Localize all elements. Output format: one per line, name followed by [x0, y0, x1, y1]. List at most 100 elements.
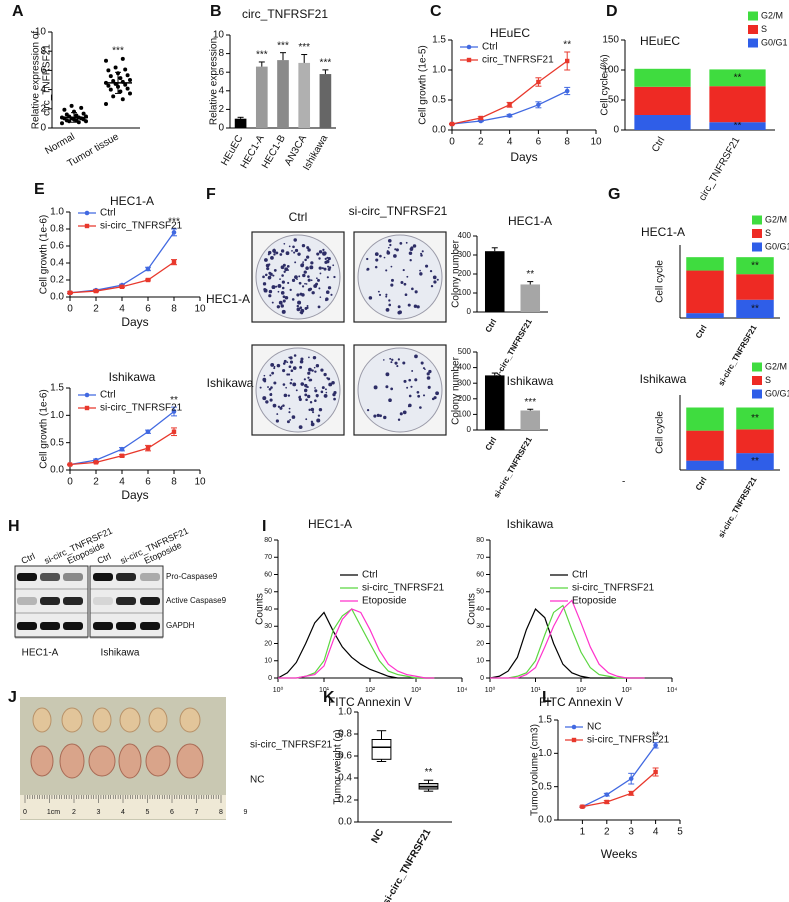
- colony: [287, 281, 290, 285]
- colony: [379, 254, 382, 258]
- marker: [145, 429, 151, 435]
- box: [371, 739, 392, 760]
- legend-label: NC: [587, 722, 601, 733]
- colony: [333, 391, 337, 395]
- colony: [265, 400, 269, 404]
- colony: [390, 265, 393, 268]
- y-tick-label: 0.2: [50, 275, 64, 286]
- x-axis-label: FITC Annexin V: [539, 695, 623, 709]
- colony: [397, 310, 402, 315]
- colony: [390, 278, 394, 282]
- chart-title: circ_TNFRSF21: [242, 7, 328, 21]
- colony: [281, 286, 285, 290]
- colony: [430, 284, 434, 288]
- colony: [332, 264, 335, 267]
- x-axis-label: FITC Annexin V: [328, 695, 412, 709]
- y-tick-label: 8: [218, 48, 224, 59]
- colony: [289, 288, 292, 292]
- colony: [411, 370, 414, 372]
- tumor: [179, 707, 201, 733]
- marker: [119, 446, 125, 452]
- y-axis-label: Cell growth (1e-5): [418, 45, 429, 124]
- ruler-label: 1cm: [47, 809, 60, 816]
- marker: [653, 743, 658, 748]
- group-label: NC: [250, 775, 264, 786]
- x-tick-label: 10⁰: [485, 686, 496, 694]
- band: [140, 622, 160, 630]
- colony: [315, 393, 319, 398]
- colony: [317, 414, 321, 417]
- colony: [383, 256, 386, 259]
- y-tick-label: 0.6: [50, 241, 64, 252]
- colony: [309, 287, 313, 291]
- colony: [377, 290, 380, 293]
- legend-swatch: [752, 389, 762, 399]
- colony: [419, 406, 422, 409]
- colony: [408, 378, 412, 382]
- colony: [297, 252, 301, 256]
- colony: [293, 354, 297, 357]
- y-tick-label: 4: [40, 84, 46, 95]
- point: [123, 82, 128, 87]
- colony: [299, 306, 303, 310]
- x-tick-label: 8: [171, 477, 177, 488]
- colony: [427, 385, 431, 389]
- panel-label: J: [8, 689, 17, 706]
- point: [104, 102, 108, 106]
- lane-label: Ctrl: [96, 551, 113, 566]
- point: [128, 91, 132, 96]
- series-line: [582, 744, 657, 808]
- y-tick-label: 0.0: [50, 292, 64, 303]
- band: [116, 573, 136, 581]
- category-label: NC: [370, 827, 387, 845]
- colony: [296, 304, 300, 308]
- bar-segment: [736, 453, 774, 470]
- colony: [386, 250, 389, 253]
- bar: [520, 284, 541, 312]
- significance: **: [425, 767, 433, 778]
- colony: [294, 248, 299, 253]
- point: [104, 58, 108, 63]
- x-tick-label: 10: [194, 477, 206, 488]
- colony: [291, 298, 295, 301]
- x-tick-label: 10³: [621, 687, 632, 694]
- colony: [289, 418, 292, 421]
- y-tick-label: 500: [458, 347, 472, 356]
- band: [63, 573, 83, 581]
- colony: [271, 371, 275, 375]
- x-tick-label: 3: [628, 827, 634, 838]
- marker: [171, 230, 177, 235]
- bar-segment: [709, 86, 766, 123]
- point: [64, 112, 69, 117]
- colony: [282, 369, 286, 373]
- band: [40, 597, 60, 605]
- point: [106, 68, 111, 73]
- band: [17, 597, 37, 605]
- colony: [307, 395, 310, 397]
- y-tick-label: 30: [264, 623, 272, 630]
- colony: [406, 275, 409, 278]
- y-tick-label: 50: [608, 95, 620, 106]
- colony: [292, 366, 297, 370]
- colony: [297, 300, 302, 305]
- colony: [374, 265, 378, 269]
- colony: [263, 287, 267, 291]
- colony: [306, 255, 310, 259]
- tumor: [59, 743, 85, 779]
- colony: [326, 276, 329, 279]
- marker: [604, 799, 609, 805]
- colony: [309, 378, 313, 382]
- colony: [305, 385, 308, 388]
- significance: ***: [320, 58, 332, 69]
- y-axis-label: Colony number: [451, 239, 462, 307]
- colony: [279, 278, 281, 281]
- colony: [292, 382, 297, 387]
- colony: [264, 258, 268, 262]
- y-tick-label: 80: [264, 537, 272, 544]
- significance: **: [734, 121, 742, 132]
- marker: [171, 409, 177, 414]
- colony: [289, 382, 293, 385]
- x-tick-label: 0: [67, 304, 73, 315]
- colony: [300, 263, 305, 268]
- colony: [333, 397, 336, 401]
